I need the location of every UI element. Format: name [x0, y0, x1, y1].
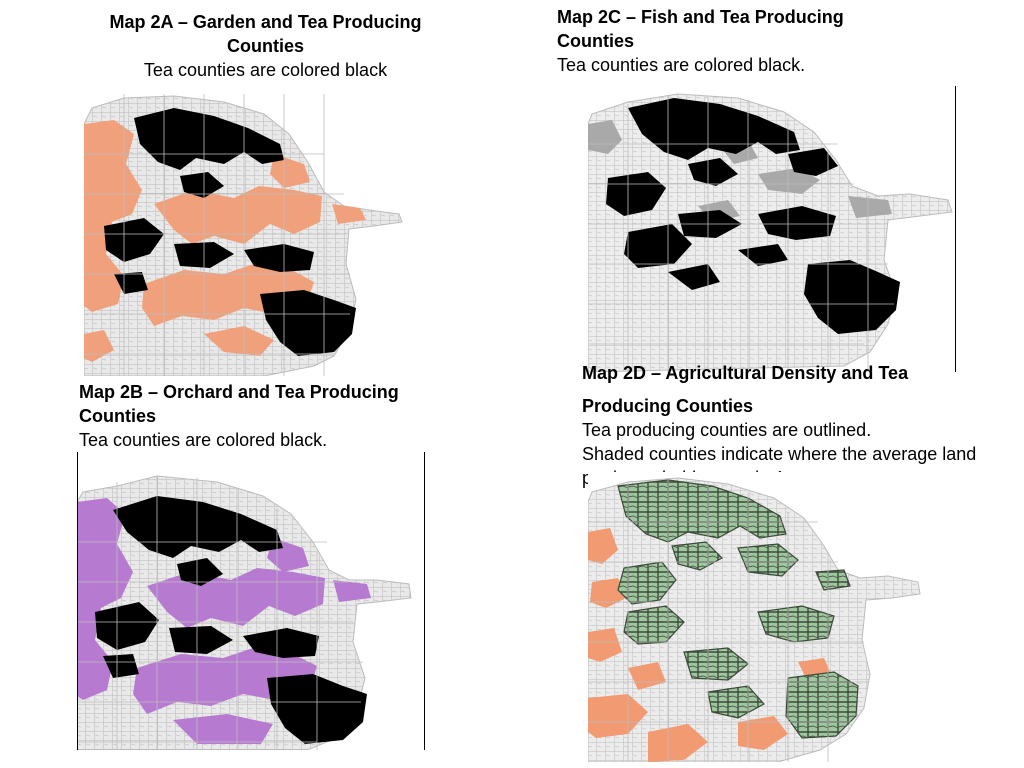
map-2b-graphic	[77, 475, 412, 750]
map-2b-subtitle: Tea counties are colored black.	[79, 430, 328, 450]
map-2b-right-border	[424, 452, 425, 750]
map-2a-subtitle: Tea counties are colored black	[143, 60, 388, 80]
map-2d-title-line1: Map 2D – Agricultural Density and Tea	[582, 363, 909, 383]
map-2c-subtitle: Tea counties are colored black.	[557, 55, 806, 75]
map-2c-title: Map 2C – Fish and Tea Producing Counties	[557, 7, 844, 51]
map-2a-graphic	[84, 94, 403, 376]
map-2d-agricultural-density-tea	[588, 472, 930, 762]
map-2d-caption: Map 2D – Agricultural Density and Tea Pr…	[582, 361, 1002, 490]
map-2d-graphic	[588, 477, 921, 762]
map-2a-garden-tea	[84, 94, 414, 376]
map-2b-caption: Map 2B – Orchard and Tea Producing Count…	[79, 380, 439, 452]
map-2c-fish-tea	[588, 84, 960, 372]
map-2d-tea-outlined-counties	[617, 479, 859, 739]
map-2d-title-line2: Producing Counties	[582, 396, 753, 416]
map-2c-caption: Map 2C – Fish and Tea Producing Counties…	[557, 5, 917, 77]
map-2b-left-border	[77, 452, 78, 750]
map-2c-graphic	[588, 93, 953, 372]
map-2a-caption: Map 2A – Garden and Tea Producing Counti…	[88, 10, 443, 82]
map-2b-title: Map 2B – Orchard and Tea Producing Count…	[79, 382, 399, 426]
map-2c-right-border	[955, 86, 956, 372]
map-2a-title: Map 2A – Garden and Tea Producing Counti…	[109, 12, 422, 56]
map-2a-highlight-counties	[84, 120, 366, 362]
map-2d-note-line1: Tea producing counties are outlined.	[582, 420, 872, 440]
map-2b-orchard-tea	[77, 452, 427, 750]
